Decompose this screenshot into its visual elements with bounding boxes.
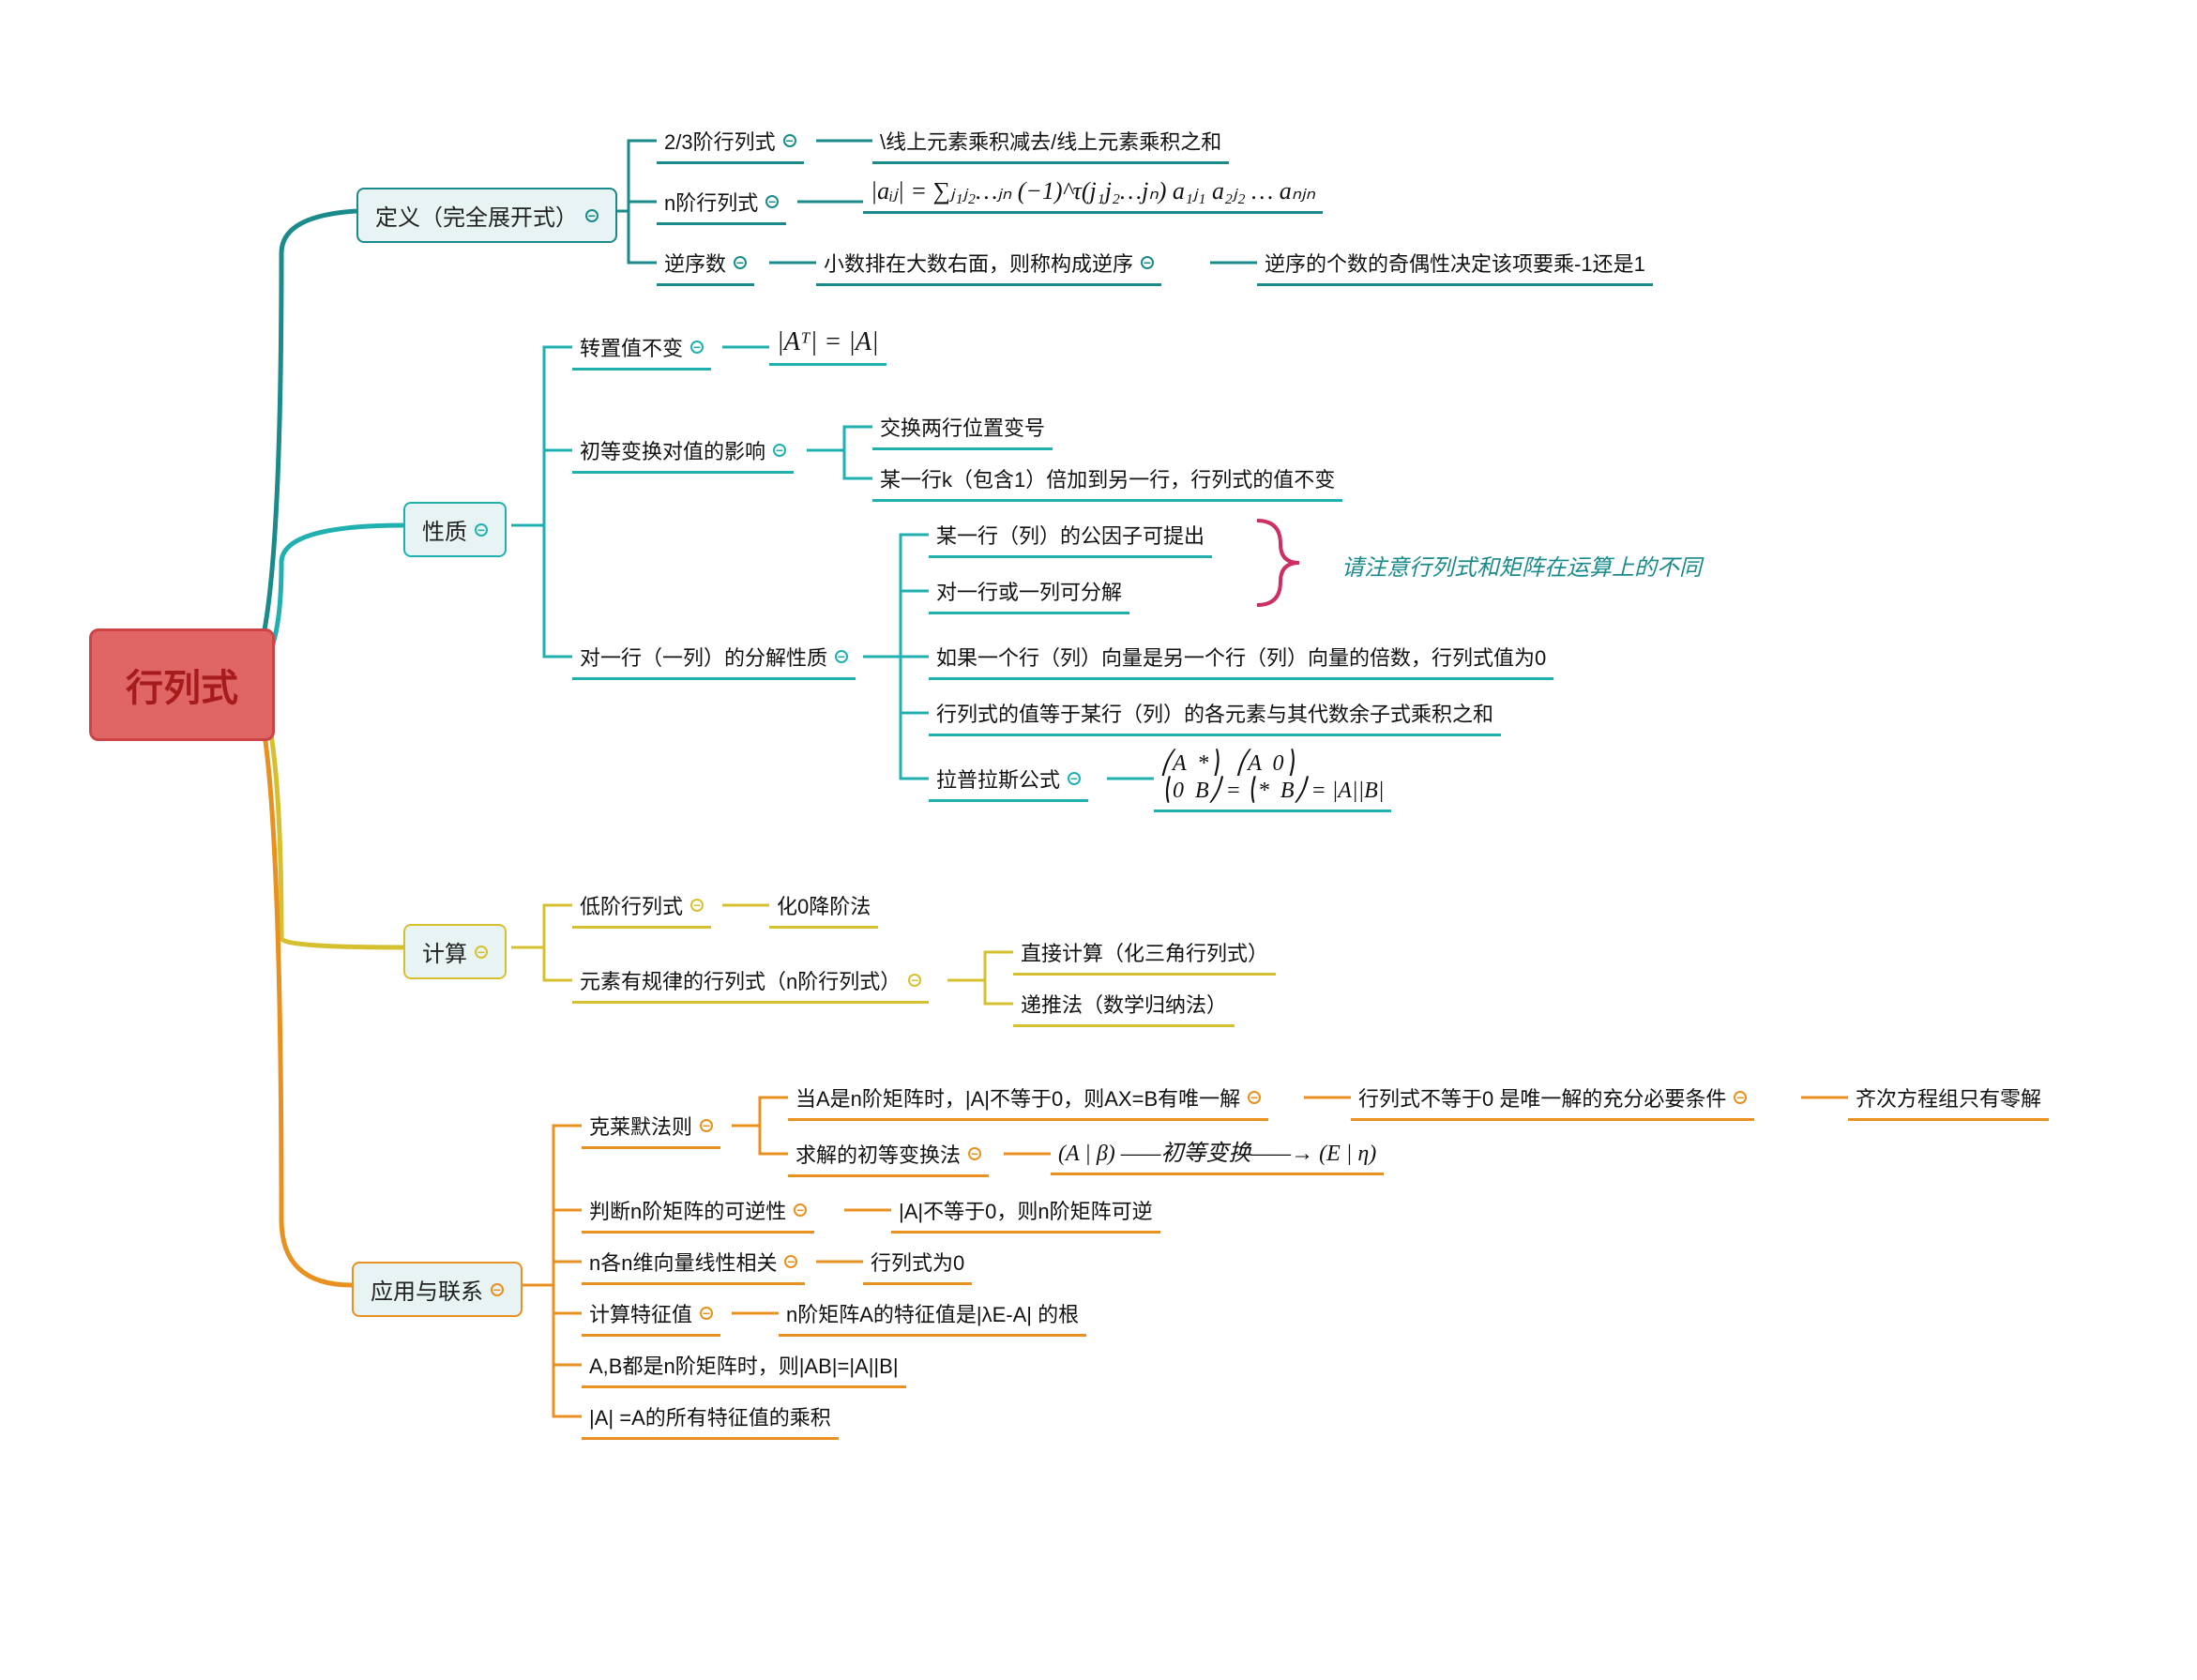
leaf-cramer-solve[interactable]: 求解的初等变换法 −: [788, 1135, 989, 1177]
leaf-23order[interactable]: 2/3阶行列式 −: [657, 122, 804, 164]
leaf-cramer[interactable]: 克莱默法则 −: [582, 1107, 720, 1149]
collapse-icon[interactable]: −: [700, 1307, 713, 1320]
leaf-split: 对一行或一列可分解: [929, 572, 1129, 614]
branch-label: 应用与联系: [371, 1273, 483, 1306]
leaf-eigen-product: |A| =A的所有特征值的乘积: [582, 1398, 839, 1440]
leaf-invertible-a: |A|不等于0，则n阶矩阵可逆: [891, 1191, 1160, 1234]
collapse-icon[interactable]: −: [908, 974, 921, 987]
leaf-inversion[interactable]: 逆序数 −: [657, 244, 754, 286]
collapse-icon[interactable]: −: [765, 195, 779, 208]
collapse-icon[interactable]: −: [734, 256, 747, 269]
leaf-factor: 某一行（列）的公因子可提出: [929, 516, 1212, 558]
leaf-norder-formula: |aᵢⱼ| = ∑ⱼ₁ⱼ₂…ⱼₙ (−1)^τ(j₁j₂…jₙ) a₁ⱼ₁ a₂…: [863, 174, 1323, 214]
leaf-cramer-unique[interactable]: 当A是n阶矩阵时，|A|不等于0，则AX=B有唯一解 −: [788, 1079, 1268, 1121]
collapse-icon[interactable]: −: [1068, 772, 1081, 785]
collapse-icon[interactable]: −: [491, 1283, 504, 1296]
collapse-icon[interactable]: −: [835, 650, 848, 663]
collapse-icon[interactable]: −: [690, 341, 704, 354]
branch-applications[interactable]: 应用与联系 −: [352, 1262, 523, 1317]
root-node[interactable]: 行列式: [89, 628, 275, 741]
leaf-swap: 交换两行位置变号: [872, 408, 1053, 450]
leaf-cramer-formula: (A | β) ——初等变换——→ (E | η): [1051, 1130, 1384, 1175]
leaf-norder[interactable]: n阶行列式 −: [657, 183, 786, 225]
collapse-icon[interactable]: −: [1141, 256, 1154, 269]
branch-definition[interactable]: 定义（完全展开式） −: [356, 188, 617, 243]
leaf-eigenvalue-a: n阶矩阵A的特征值是|λE-A| 的根: [779, 1294, 1086, 1337]
leaf-recursion: 递推法（数学归纳法）: [1013, 985, 1235, 1027]
leaf-addmultiple: 某一行k（包含1）倍加到另一行，行列式的值不变: [872, 460, 1342, 502]
leaf-decompose[interactable]: 对一行（一列）的分解性质 −: [572, 638, 856, 680]
leaf-elementary[interactable]: 初等变换对值的影响 −: [572, 431, 794, 474]
collapse-icon[interactable]: −: [794, 1203, 807, 1217]
leaf-ab-product: A,B都是n阶矩阵时，则|AB|=|A||B|: [582, 1346, 906, 1388]
branch-label: 定义（完全展开式）: [375, 199, 578, 232]
collapse-icon[interactable]: −: [690, 899, 704, 912]
branch-label: 计算: [422, 935, 467, 968]
mindmap-canvas: 行列式 定义（完全展开式） − 2/3阶行列式 − \线上元素乘积减去/线上元素…: [0, 0, 2197, 1680]
collapse-icon[interactable]: −: [585, 209, 598, 222]
leaf-direct: 直接计算（化三角行列式）: [1013, 933, 1276, 976]
leaf-reduce: 化0降阶法: [769, 886, 878, 929]
collapse-icon[interactable]: −: [783, 134, 796, 147]
leaf-cofactor: 行列式的值等于某行（列）的各元素与其代数余子式乘积之和: [929, 694, 1501, 736]
collapse-icon[interactable]: −: [1734, 1091, 1747, 1104]
collapse-icon[interactable]: −: [1248, 1091, 1261, 1104]
branch-calculation[interactable]: 计算 −: [403, 924, 507, 979]
collapse-icon[interactable]: −: [784, 1255, 797, 1268]
annotation-note: 请注意行列式和矩阵在运算上的不同: [1341, 549, 1702, 582]
leaf-laplace-formula: ⎛A *⎞ ⎛A 0⎞ ⎝0 B⎠ = ⎝* B⎠ = |A||B|: [1154, 746, 1391, 812]
root-label: 行列式: [126, 668, 238, 709]
collapse-icon[interactable]: −: [773, 444, 786, 457]
leaf-cramer-cond[interactable]: 行列式不等于0 是唯一解的充分必要条件 −: [1351, 1079, 1754, 1121]
leaf-laplace[interactable]: 拉普拉斯公式 −: [929, 760, 1088, 802]
leaf-transpose-formula: |Aᵀ| = |A|: [769, 324, 886, 366]
collapse-icon[interactable]: −: [968, 1147, 981, 1160]
leaf-linear-dep-a: 行列式为0: [863, 1243, 972, 1285]
branch-label: 性质: [422, 513, 467, 546]
leaf-multiple-zero: 如果一个行（列）向量是另一个行（列）向量的倍数，行列式值为0: [929, 638, 1553, 680]
leaf-inversion-b: 逆序的个数的奇偶性决定该项要乘-1还是1: [1257, 244, 1653, 286]
leaf-eigenvalue[interactable]: 计算特征值 −: [582, 1294, 720, 1337]
leaf-23order-detail[interactable]: \线上元素乘积减去/线上元素乘积之和: [872, 122, 1229, 164]
collapse-icon[interactable]: −: [475, 946, 488, 959]
leaf-regular[interactable]: 元素有规律的行列式（n阶行列式） −: [572, 961, 929, 1004]
leaf-inversion-a[interactable]: 小数排在大数右面，则称构成逆序 −: [816, 244, 1161, 286]
collapse-icon[interactable]: −: [475, 523, 488, 537]
leaf-transpose[interactable]: 转置值不变 −: [572, 328, 711, 371]
leaf-loworder[interactable]: 低阶行列式 −: [572, 886, 711, 929]
leaf-invertible[interactable]: 判断n阶矩阵的可逆性 −: [582, 1191, 814, 1234]
leaf-linear-dep[interactable]: n各n维向量线性相关 −: [582, 1243, 805, 1285]
branch-properties[interactable]: 性质 −: [403, 502, 507, 557]
leaf-cramer-homo: 齐次方程组只有零解: [1848, 1079, 2049, 1121]
collapse-icon[interactable]: −: [700, 1119, 713, 1132]
